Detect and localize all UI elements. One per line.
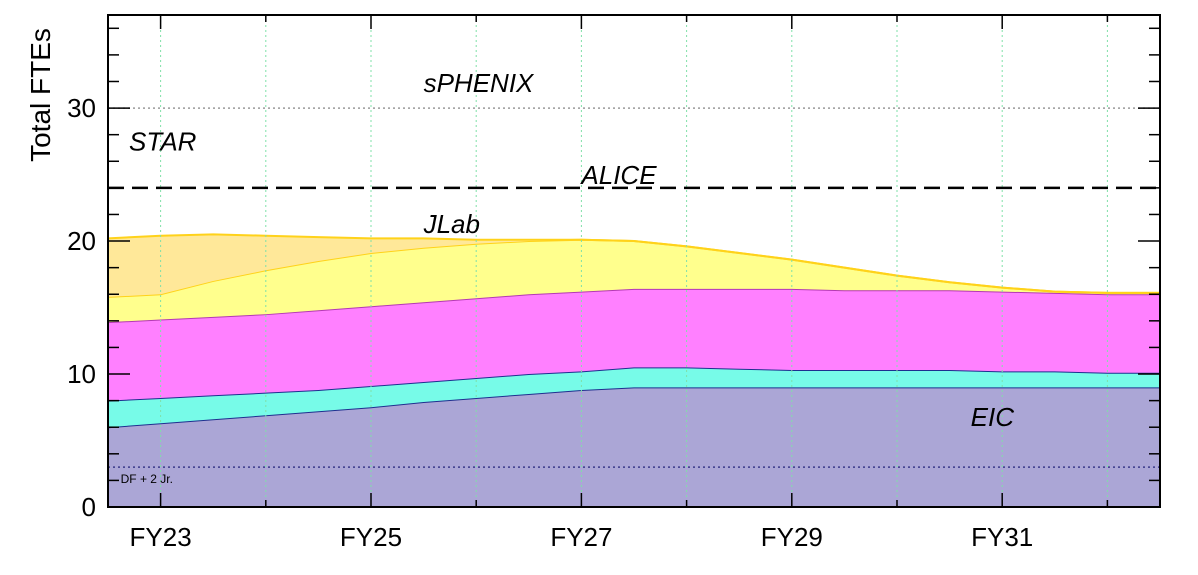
area-cyan [108,367,1160,428]
annotation-label: JLab [423,209,480,239]
x-tick-label: FY25 [340,522,402,552]
y-axis-label: Total FTEs [25,28,56,162]
annotation-label: STAR [129,127,196,157]
plot-border [107,14,1161,508]
tick-labels: 0 10 20 30 FY23 FY25 FY27 FY29 FY31 [67,93,1033,552]
area-edge-orange [107,233,1160,294]
y-tick-label: 30 [67,93,96,123]
x-tick-label: FY31 [971,522,1033,552]
annotation-label: EIC [971,402,1015,432]
reference-line-label: DF + 2 Jr. [121,472,173,486]
grid-lines [160,15,1108,507]
reference-lines: DF + 2 Jr. [108,107,1160,486]
y-tick-label: 0 [82,492,96,522]
y-tick-label: 10 [67,359,96,389]
x-tick-label: FY23 [130,522,192,552]
x-tick-label: FY29 [761,522,823,552]
x-tick-label: FY27 [550,522,612,552]
annotation-label: sPHENIX [424,68,535,98]
annotations: sPHENIX STAR ALICE JLab EIC [129,68,1014,432]
axis-ticks [108,15,1160,508]
plot-frame [107,14,1161,508]
y-tick-label: 20 [67,226,96,256]
annotation-label: ALICE [579,160,657,190]
area-eic [108,387,1160,507]
